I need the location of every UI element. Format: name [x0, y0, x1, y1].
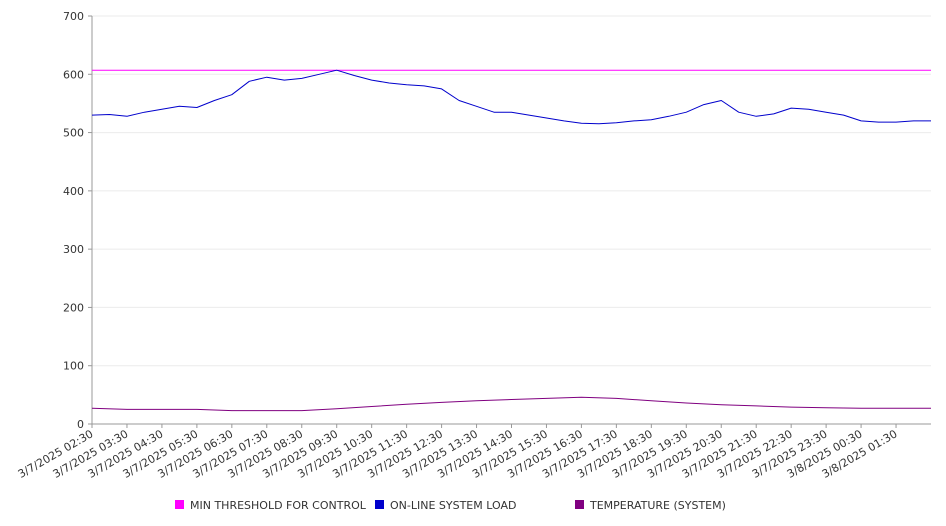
y-tick-label: 700	[63, 10, 84, 23]
y-tick-labels: 0 100 200 300 400 500 600 700	[63, 10, 84, 431]
y-tick-label: 300	[63, 243, 84, 256]
y-tick-label: 100	[63, 360, 84, 373]
legend-label-min-threshold-for-control: MIN THRESHOLD FOR CONTROL	[190, 499, 367, 512]
y-tick-label: 500	[63, 127, 84, 140]
series-line-temperature-system	[91, 396, 931, 412]
legend: MIN THRESHOLD FOR CONTROL ON-LINE SYSTEM …	[175, 499, 726, 512]
axes	[88, 15, 931, 428]
y-tick-label: 0	[77, 418, 84, 431]
grid	[92, 15, 931, 425]
y-tick-label: 400	[63, 185, 84, 198]
y-tick-label: 600	[63, 68, 84, 81]
legend-swatch-min-threshold-for-control	[175, 500, 184, 509]
legend-swatch-temperature-system	[575, 500, 584, 509]
x-tick-labels: 3/7/2025 02:303/7/2025 03:303/7/2025 04:…	[16, 427, 900, 481]
y-tick-label: 200	[63, 301, 84, 314]
series-lines	[91, 69, 931, 412]
legend-label-on-line-system-load: ON-LINE SYSTEM LOAD	[390, 499, 516, 512]
legend-label-temperature-system: TEMPERATURE (SYSTEM)	[589, 499, 726, 512]
legend-swatch-on-line-system-load	[375, 500, 384, 509]
series-line-on-line-system-load	[91, 69, 931, 125]
